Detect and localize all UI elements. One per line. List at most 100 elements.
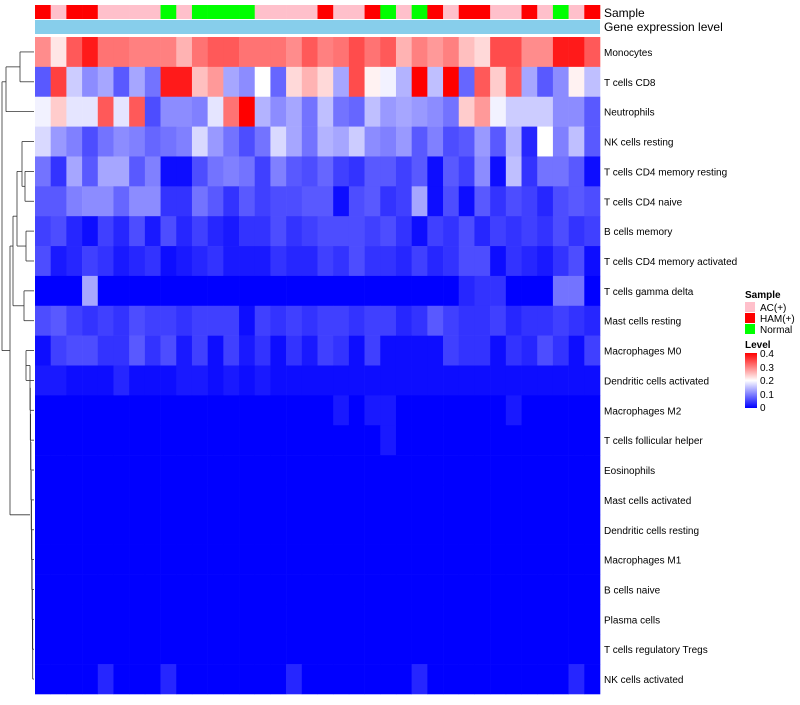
heatmap-cell bbox=[427, 216, 444, 247]
sample-annotation-cell bbox=[129, 5, 146, 19]
heatmap-cell bbox=[82, 37, 99, 68]
heatmap-cell bbox=[301, 126, 318, 157]
heatmap-cell bbox=[97, 365, 114, 396]
sample-annotation-cell bbox=[537, 5, 554, 19]
sample-annotation-cell bbox=[490, 5, 507, 19]
heatmap-cell bbox=[270, 365, 287, 396]
heatmap-cell bbox=[521, 425, 538, 456]
heatmap-cell bbox=[427, 246, 444, 277]
heatmap-cell bbox=[207, 365, 224, 396]
heatmap-cell bbox=[395, 156, 412, 187]
sample-annotation-cell bbox=[380, 5, 397, 19]
heatmap-cell bbox=[552, 544, 569, 575]
heatmap-cell bbox=[239, 37, 256, 68]
heatmap-cell bbox=[129, 664, 146, 695]
heatmap-cell bbox=[443, 37, 460, 68]
heatmap-cell bbox=[82, 216, 99, 247]
heatmap-cell bbox=[411, 574, 428, 605]
heatmap-cell bbox=[427, 514, 444, 545]
heatmap-cell bbox=[160, 425, 177, 456]
heatmap-cell bbox=[474, 365, 491, 396]
heatmap-cell bbox=[191, 425, 208, 456]
heatmap-cell bbox=[364, 604, 381, 635]
heatmap-cell bbox=[97, 156, 114, 187]
heatmap-cell bbox=[411, 664, 428, 695]
heatmap-cell bbox=[568, 365, 585, 396]
heatmap-cell bbox=[521, 305, 538, 336]
heatmap-cell bbox=[270, 37, 287, 68]
heatmap-cell bbox=[113, 246, 130, 277]
heatmap-cell bbox=[35, 37, 51, 68]
heatmap-cell bbox=[395, 246, 412, 277]
heatmap-cell bbox=[301, 425, 318, 456]
heatmap-cell bbox=[333, 484, 350, 516]
heatmap-cell bbox=[333, 455, 350, 486]
heatmap-cell bbox=[113, 305, 130, 336]
heatmap-cell bbox=[537, 365, 554, 396]
heatmap-cell bbox=[129, 604, 146, 635]
heatmap-cell bbox=[474, 126, 491, 157]
heatmap-cell bbox=[254, 37, 271, 68]
heatmap-cell bbox=[411, 156, 428, 187]
heatmap-cell bbox=[317, 126, 334, 157]
heatmap-cell bbox=[239, 275, 256, 307]
heatmap-cell bbox=[380, 126, 397, 157]
heatmap-cell bbox=[207, 395, 224, 426]
heatmap-cell bbox=[176, 37, 193, 68]
heatmap-cell bbox=[537, 514, 554, 545]
heatmap-cell bbox=[568, 126, 585, 157]
heatmap-cell bbox=[411, 634, 428, 665]
row-label: T cells regulatory Tregs bbox=[604, 645, 708, 656]
heatmap-cell bbox=[270, 335, 287, 366]
heatmap-cell bbox=[144, 186, 161, 217]
heatmap-cell bbox=[490, 66, 507, 98]
heatmap-cell bbox=[380, 335, 397, 366]
heatmap-cell bbox=[50, 425, 67, 456]
sample-annotation-cell bbox=[97, 5, 114, 19]
heatmap-cell bbox=[552, 126, 569, 157]
heatmap-cell bbox=[97, 126, 114, 157]
annotation-tracks bbox=[35, 5, 601, 34]
heatmap-cell bbox=[395, 425, 412, 456]
heatmap-cells bbox=[35, 37, 601, 695]
heatmap-cell bbox=[552, 365, 569, 396]
heatmap-cell bbox=[35, 246, 51, 277]
heatmap-cell bbox=[395, 604, 412, 635]
heatmap-cell bbox=[505, 305, 522, 336]
heatmap-cell bbox=[66, 455, 83, 486]
heatmap-cell bbox=[207, 425, 224, 456]
heatmap-cell bbox=[270, 395, 287, 426]
heatmap-cell bbox=[82, 305, 99, 336]
heatmap-cell bbox=[50, 484, 67, 516]
heatmap-cell bbox=[537, 634, 554, 665]
heatmap-cell bbox=[191, 335, 208, 366]
heatmap-cell bbox=[191, 37, 208, 68]
heatmap-cell bbox=[160, 604, 177, 635]
heatmap-cell bbox=[223, 395, 240, 426]
heatmap-cell bbox=[191, 216, 208, 247]
heatmap-cell bbox=[223, 574, 240, 605]
heatmap-cell bbox=[82, 275, 99, 307]
heatmap-cell bbox=[395, 96, 412, 127]
heatmap-cell bbox=[207, 246, 224, 277]
heatmap-cell bbox=[458, 574, 475, 605]
heatmap-cell bbox=[270, 246, 287, 277]
heatmap-cell bbox=[191, 96, 208, 127]
heatmap-cell bbox=[113, 425, 130, 456]
heatmap-cell bbox=[443, 395, 460, 426]
heatmap-cell bbox=[254, 425, 271, 456]
heatmap-cell bbox=[364, 66, 381, 98]
heatmap-cell bbox=[66, 275, 83, 307]
heatmap-cell bbox=[82, 365, 99, 396]
heatmap-cell bbox=[50, 544, 67, 575]
heatmap-cell bbox=[160, 246, 177, 277]
heatmap-cell bbox=[270, 275, 287, 307]
heatmap-cell bbox=[348, 246, 365, 277]
heatmap-cell bbox=[458, 305, 475, 336]
heatmap-cell bbox=[191, 484, 208, 516]
heatmap-cell bbox=[160, 186, 177, 217]
heatmap-cell bbox=[584, 544, 601, 575]
gene-expression-annotation-bar bbox=[35, 20, 600, 34]
heatmap-cell bbox=[239, 574, 256, 605]
heatmap-cell bbox=[286, 604, 303, 635]
